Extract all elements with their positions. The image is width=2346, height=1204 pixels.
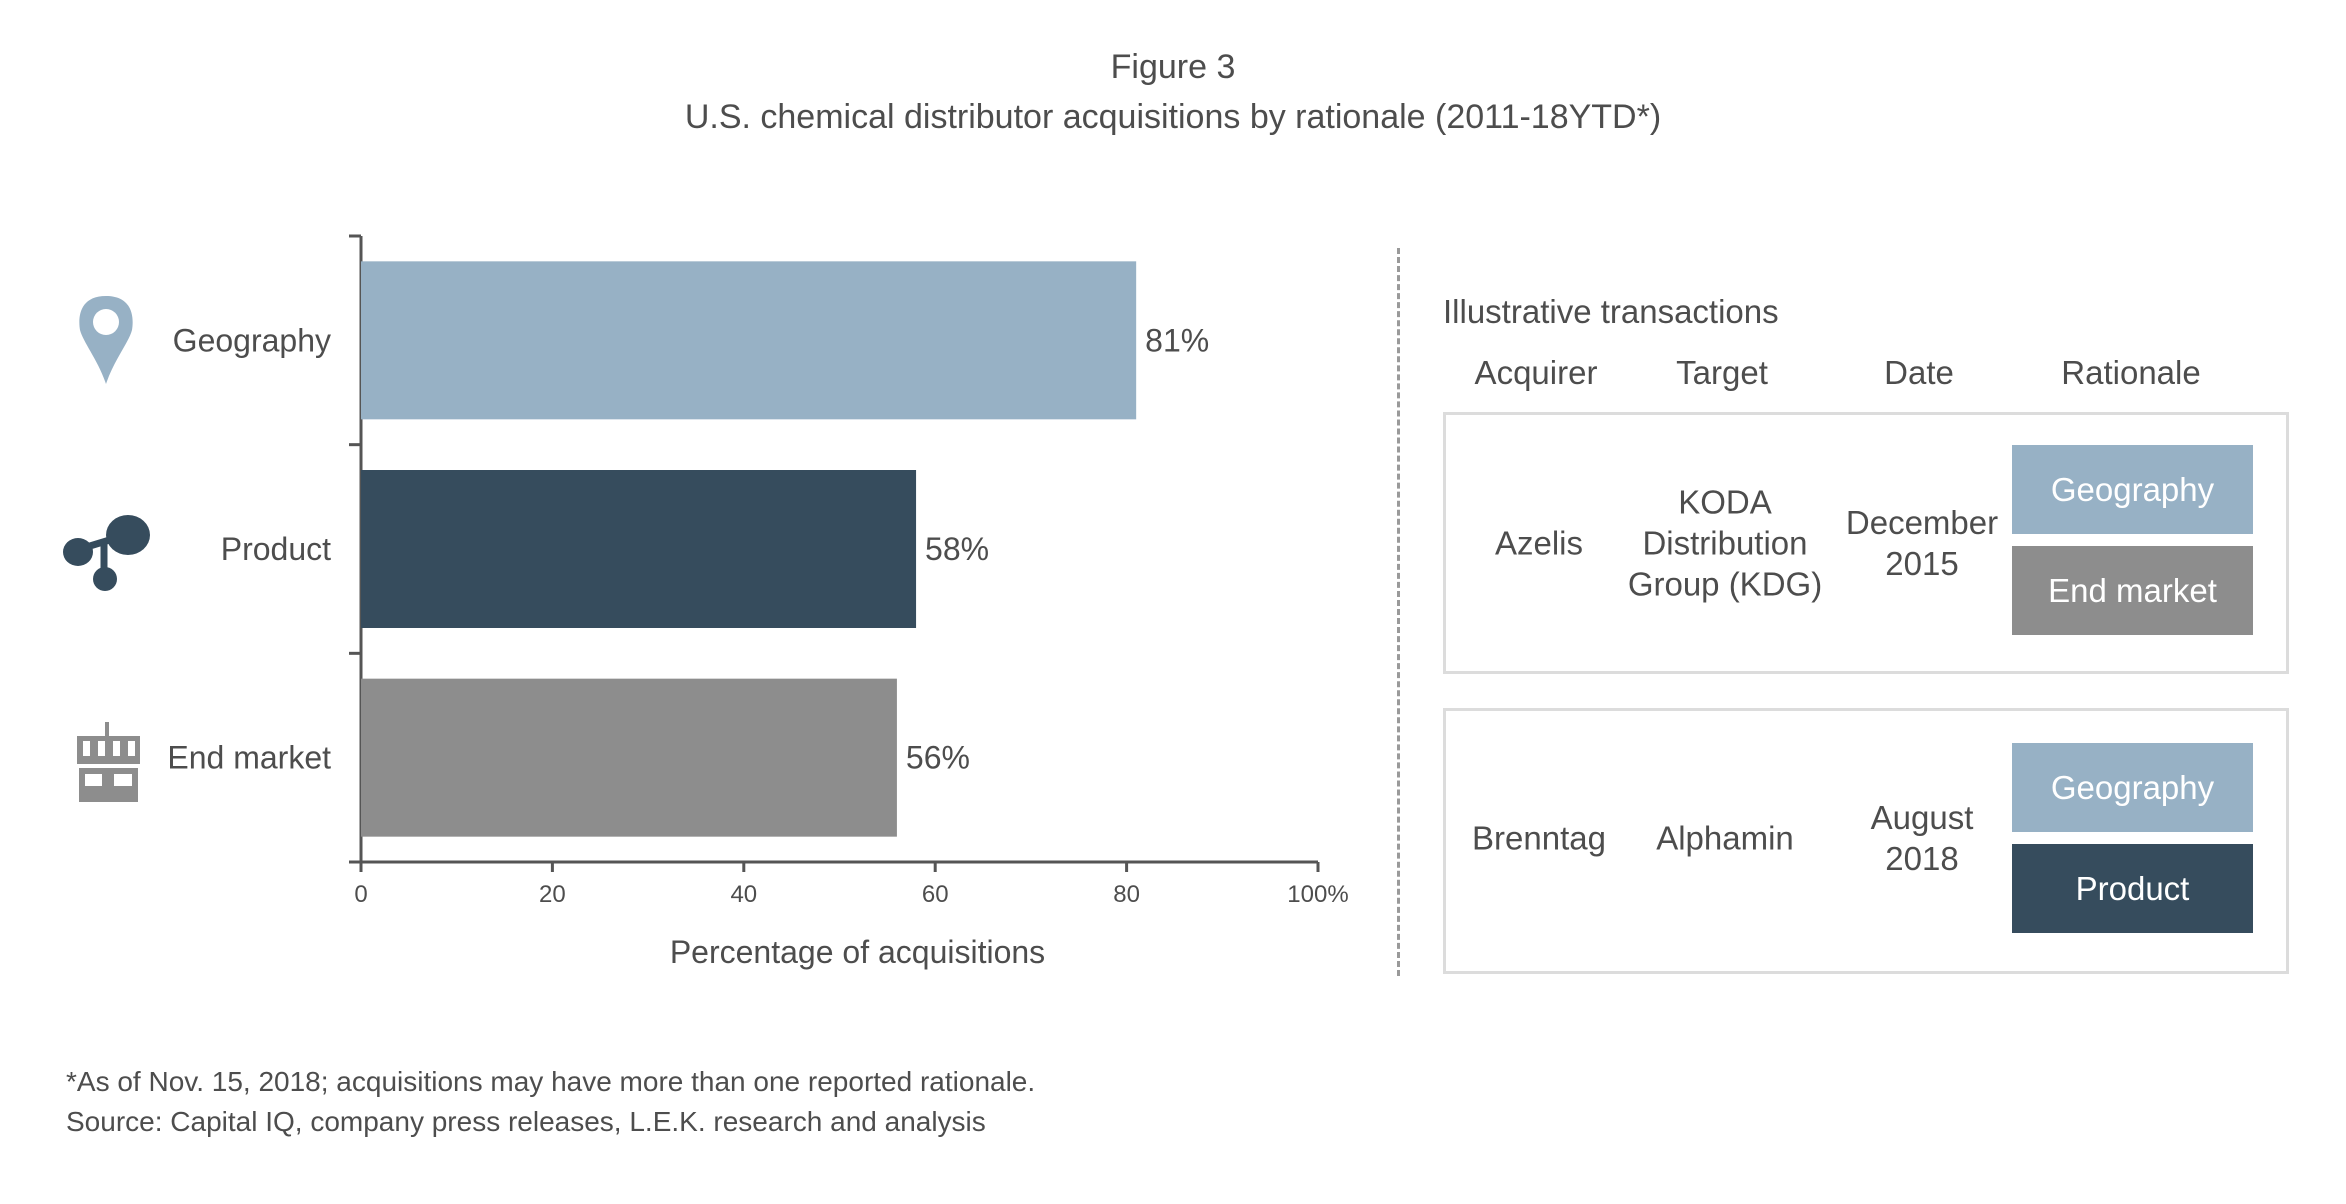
footnote-note: *As of Nov. 15, 2018; acquisitions may h…	[66, 1066, 1036, 1097]
bar-product	[361, 470, 917, 628]
category-label-product: Product	[221, 531, 331, 567]
column-header-acquirer: Acquirer	[1474, 354, 1598, 391]
rationale-tag-geography: Geography	[2012, 743, 2253, 832]
transactions-title: Illustrative transactions	[1443, 293, 1779, 330]
map-pin-icon	[79, 296, 133, 384]
target-cell: KODA Distribution Group (KDG)	[1627, 483, 1823, 603]
x-tick-label: 20	[539, 881, 566, 908]
data-label-product: 58%	[925, 531, 989, 567]
acquirer-cell: Azelis	[1494, 524, 1584, 562]
date-cell: December 2015	[1845, 504, 1999, 582]
column-header-rationale: Rationale	[2061, 354, 2201, 391]
category-label-geography: Geography	[173, 322, 331, 358]
molecule-icon	[63, 515, 150, 591]
bar-chart: 0 20 40 60 80 100% Percentage of acquisitions 8…	[63, 234, 1349, 970]
acquirer-cell: Brenntag	[1472, 819, 1606, 857]
x-axis-label: Percentage of acquisitions	[670, 934, 1045, 970]
storefront-icon	[77, 722, 140, 802]
panel-divider	[1397, 248, 1400, 976]
transaction-card-brenntag: Brenntag Alphamin August 2018 Geography …	[1443, 708, 2289, 974]
column-header-target: Target	[1676, 354, 1768, 391]
category-label-end-market: End market	[167, 740, 331, 776]
data-label-end-market: 56%	[906, 740, 970, 776]
transaction-card-azelis: Azelis KODA Distribution Group (KDG) Dec…	[1443, 412, 2289, 674]
x-tick-label: 100%	[1287, 881, 1348, 908]
bar-geography	[361, 261, 1137, 420]
column-header-date: Date	[1884, 354, 1954, 391]
chart-title: U.S. chemical distributor acquisitions b…	[684, 98, 1662, 136]
x-tick-label: 80	[1113, 881, 1140, 908]
rationale-tag-geography: Geography	[2012, 445, 2253, 534]
x-tick-label: 0	[354, 881, 367, 908]
rationale-tag-end-market: End market	[2012, 546, 2253, 635]
footnote-source: Source: Capital IQ, company press releas…	[66, 1106, 986, 1137]
bar-end-market	[361, 678, 897, 837]
x-tick-label: 40	[730, 881, 757, 908]
rationale-tag-product: Product	[2012, 844, 2253, 933]
figure-label: Figure 3	[1110, 48, 1236, 86]
target-cell: Alphamin	[1656, 819, 1794, 857]
x-tick-label: 60	[922, 881, 949, 908]
date-cell: August 2018	[1870, 799, 1974, 877]
data-label-geography: 81%	[1145, 322, 1209, 358]
